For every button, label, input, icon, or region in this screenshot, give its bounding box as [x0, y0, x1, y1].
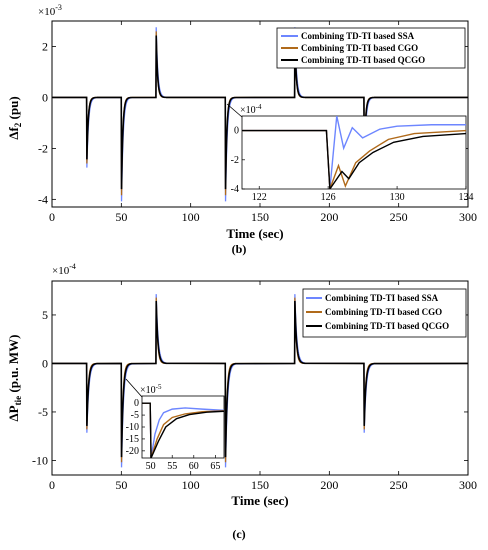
inset-x-tick-label: 122 [252, 192, 267, 203]
series-group-c [52, 294, 469, 468]
legend-entry-ssa-b: Combining TD-TI based SSA [301, 31, 415, 41]
ticks-c: 0 50 100 150 200 250 300-10-505 [32, 281, 477, 492]
panel-b: 0 50 100 150 200 250 300-4-202 ×10-3 Δf2 (pu) … [6, 3, 477, 256]
legend-entry-ssa-c: Combining TD-TI based SSA [325, 293, 439, 303]
inset-multiplier-c: ×10-5 [140, 383, 162, 396]
inset-series-group-c [142, 402, 224, 458]
y-tick-label: -10 [32, 453, 48, 467]
inset-plot-area-b [241, 115, 467, 190]
x-tick-label: 150 [251, 478, 269, 492]
x-tick-label: 100 [182, 478, 200, 492]
ticks-b: 0 50 100 150 200 250 300 -4 -2 0 2 [38, 21, 477, 224]
x-tick-label: 50 [115, 210, 127, 224]
x-tick-label: 250 [390, 210, 408, 224]
inset-pointer-b [226, 103, 243, 118]
y-multiplier-b: ×10-3 [38, 3, 62, 18]
inset-y-tick-label: -2 [231, 155, 239, 166]
y-multiplier-c: ×10-4 [52, 262, 76, 277]
inset-x-tick-label: 50 [146, 461, 156, 472]
series-line-qcgo [52, 35, 469, 190]
inset-pointer-c [125, 378, 143, 398]
inset-series-line-qcgo [142, 402, 224, 458]
x-tick-label: 200 [320, 210, 338, 224]
inset-ticks-c: 50 55 60 65 -20-15-10-50 [126, 398, 221, 472]
legend-entry-qcgo-b: Combining TD-TI based QCGO [301, 55, 425, 65]
series-group-b [52, 27, 469, 202]
x-tick-label: 300 [459, 478, 477, 492]
x-tick-label: 50 [115, 478, 127, 492]
y-tick-label: 5 [42, 308, 48, 322]
inset-x-tick-label: 134 [459, 192, 474, 203]
inset-y-tick-label: 0 [134, 398, 139, 409]
inset-b: 122 126 130 134 -4 -2 0 ×10-4 [226, 103, 474, 203]
inset-x-tick-label: 130 [390, 192, 405, 203]
panel-c: 0 50 100 150 200 250 300-10-505 ×10-4 ΔPtie (p… [6, 262, 477, 541]
legend-box-c [302, 288, 467, 338]
x-tick-label: 300 [459, 210, 477, 224]
y-tick-label: 0 [42, 356, 48, 370]
y-tick-label: 0 [42, 90, 48, 104]
y-tick-label: -5 [38, 405, 48, 419]
inset-y-tick-label: -20 [126, 446, 139, 457]
inset-x-tick-label: 55 [167, 461, 177, 472]
y-tick-label: 2 [42, 39, 48, 53]
x-tick-label: 200 [320, 478, 338, 492]
inset-y-tick-label: -4 [231, 184, 239, 195]
legend-entry-qcgo-c: Combining TD-TI based QCGO [325, 321, 449, 331]
series-line-qcgo [52, 300, 469, 458]
panel-label-c: (c) [232, 527, 245, 541]
inset-y-tick-label: 0 [234, 126, 239, 137]
inset-multiplier-b: ×10-4 [240, 103, 262, 116]
legend-c: Combining TD-TI based SSA Combining TD-T… [302, 288, 467, 338]
legend-entry-cgo-b: Combining TD-TI based CGO [301, 43, 418, 53]
y-tick-label: -2 [38, 141, 48, 155]
x-tick-label: 0 [49, 210, 55, 224]
inset-y-tick-label: -15 [126, 434, 139, 445]
inset-x-tick-label: 126 [321, 192, 336, 203]
inset-series-line-qcgo [242, 129, 466, 189]
y-axis-label-b: Δf2 (pu) [6, 96, 23, 139]
inset-x-tick-label: 60 [189, 461, 199, 472]
inset-x-tick-label: 65 [210, 461, 220, 472]
legend-entry-cgo-c: Combining TD-TI based CGO [325, 307, 442, 317]
x-tick-label: 250 [390, 478, 408, 492]
x-tick-label: 100 [182, 210, 200, 224]
x-axis-label-b: Time (sec) [226, 226, 283, 241]
y-axis-label-c: ΔPtie (p.u. MW) [6, 335, 23, 422]
x-tick-label: 150 [251, 210, 269, 224]
inset-c: 50 55 60 65 -20-15-10-50 ×10-5 [125, 378, 225, 472]
x-tick-label: 0 [49, 478, 55, 492]
y-tick-label: -4 [38, 192, 48, 206]
legend-b: Combining TD-TI based SSA Combining TD-T… [276, 27, 466, 69]
inset-y-tick-label: -5 [131, 410, 139, 421]
inset-y-tick-label: -10 [126, 422, 139, 433]
panel-label-b: (b) [232, 242, 247, 256]
x-axis-label-c: Time (sec) [231, 493, 288, 508]
inset-series-group-b [242, 116, 466, 189]
inset-ticks-b: 122 126 130 134 -4 -2 0 [231, 126, 474, 203]
legend-box-b [276, 27, 466, 69]
